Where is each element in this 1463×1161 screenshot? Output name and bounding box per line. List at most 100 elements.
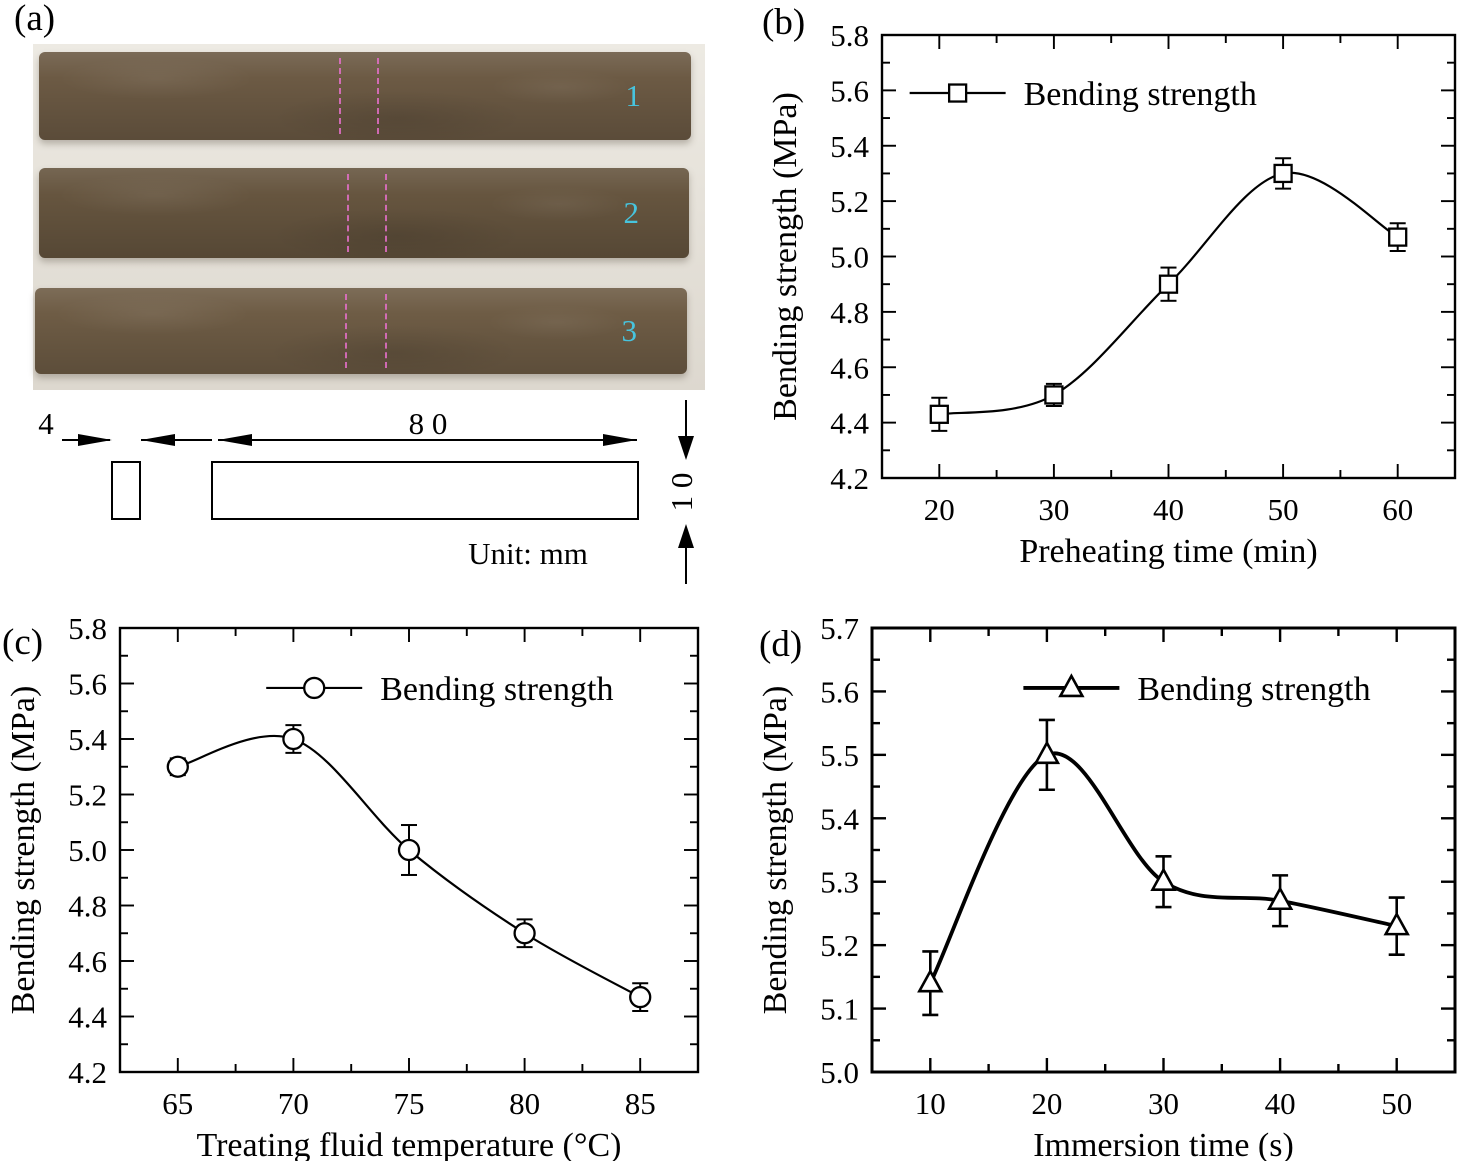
arrow-down-icon (678, 436, 694, 460)
y-tick-label: 5.0 (830, 240, 869, 275)
specimen-number-1: 1 (625, 78, 642, 113)
circle-marker (397, 838, 421, 862)
triangle-marker (1033, 740, 1061, 765)
dim-small-label: 4 (38, 406, 54, 441)
panel-a: (a) 1 2 3 4 (0, 0, 740, 598)
x-tick-label: 40 (1153, 492, 1184, 527)
y-tick-label: 4.6 (68, 944, 107, 979)
x-tick-label: 75 (394, 1086, 425, 1121)
arrow-right-icon (78, 434, 112, 446)
y-tick-label: 5.4 (68, 722, 107, 757)
x-tick-label: 65 (162, 1086, 193, 1121)
circle-marker (303, 676, 326, 700)
y-tick-label: 5.0 (68, 833, 107, 868)
dimension-drawing: 4 8 0 1 0 Unit: mm (38, 400, 699, 584)
legend-label: Bending strength (1024, 76, 1257, 113)
specimen-bar-2: 2 (39, 168, 689, 258)
triangle-marker (1058, 673, 1085, 698)
y-tick-label: 5.6 (820, 674, 859, 709)
y-tick-label: 4.2 (68, 1055, 107, 1090)
triangle-marker (1266, 886, 1294, 911)
specimen-number-3: 3 (621, 313, 638, 348)
x-axis-label: Treating fluid temperature (°C) (197, 1127, 622, 1161)
x-axis-label: Immersion time (s) (1033, 1127, 1294, 1161)
panel-label-d: (d) (759, 624, 803, 665)
chart-treating-fluid-temperature: 65 70 75 80 85 4.2 4.4 4.6 4.8 5.0 5.2 5.4 5.6 5.8 Tre… (5, 611, 700, 1161)
y-tick-label: 4.2 (830, 461, 869, 496)
cut-mark-icon (385, 294, 387, 368)
y-tick-label: 5.8 (68, 611, 107, 646)
specimen-bar-1: 1 (39, 52, 691, 140)
circle-marker (166, 755, 189, 778)
square-marker (1158, 274, 1179, 294)
arrow-right-icon (603, 434, 637, 446)
panel-b: (b) 20 30 40 50 60 4.2 4.4 4.6 4.8 5.0 5.2 5.4 5.6 5.… (755, 0, 1463, 598)
x-tick-label: 40 (1265, 1086, 1296, 1121)
cut-mark-icon (377, 58, 379, 134)
chart-immersion-time: 10 20 30 40 50 5.0 5.1 5.2 5.3 5.4 5.5 5.6 5.7 Immers… (757, 611, 1457, 1161)
y-axis-label: Bending strength (MPa) (757, 686, 794, 1015)
y-tick-label: 5.7 (820, 611, 859, 646)
square-marker (1273, 163, 1293, 184)
dim-height-label: 1 0 (664, 473, 699, 512)
y-tick-label: 5.8 (830, 18, 869, 53)
panel-d: (d) 10 20 30 40 50 5.0 5.1 5.2 5.3 5.4 5.5 5.6 5.7 Im… (755, 600, 1463, 1161)
y-tick-label: 4.4 (68, 1000, 107, 1035)
panel-label-b: (b) (762, 2, 806, 43)
x-tick-label: 30 (1038, 492, 1069, 527)
circle-marker (629, 985, 652, 1009)
cut-mark-icon (345, 294, 347, 368)
x-tick-label: 50 (1381, 1086, 1412, 1121)
square-marker (1044, 385, 1064, 405)
specimen-bar-3: 3 (35, 288, 687, 374)
y-tick-label: 4.6 (830, 350, 869, 385)
circle-marker (282, 727, 305, 751)
triangle-marker (917, 968, 944, 993)
dim-large-label: 8 0 (409, 406, 448, 441)
specimen-photo: 1 2 3 (33, 44, 705, 390)
square-marker (1388, 227, 1408, 247)
triangle-marker (1383, 911, 1410, 936)
x-tick-label: 70 (278, 1086, 309, 1121)
y-tick-label: 5.5 (820, 738, 859, 773)
y-tick-label: 5.0 (820, 1055, 859, 1090)
y-axis-label: Bending strength (MPa) (5, 686, 42, 1015)
square-marker (947, 83, 968, 103)
x-tick-label: 50 (1268, 492, 1299, 527)
specimen-number-2: 2 (623, 195, 640, 230)
legend-label: Bending strength (1137, 671, 1370, 708)
x-tick-label: 30 (1148, 1086, 1179, 1121)
circle-marker (513, 922, 536, 945)
x-tick-label: 85 (625, 1086, 656, 1121)
x-tick-label: 20 (1031, 1086, 1062, 1121)
large-section-outline (211, 461, 639, 520)
x-tick-label: 60 (1382, 492, 1413, 527)
y-tick-label: 4.8 (68, 889, 107, 924)
y-tick-label: 5.3 (820, 865, 859, 900)
x-tick-label: 10 (915, 1086, 946, 1121)
y-tick-label: 5.6 (830, 73, 869, 108)
panel-label-a: (a) (14, 0, 56, 39)
x-axis-label: Preheating time (min) (1019, 533, 1317, 570)
square-marker (929, 404, 949, 424)
data-curve (928, 751, 1398, 985)
y-tick-label: 5.4 (830, 129, 869, 164)
y-tick-label: 4.8 (830, 295, 869, 330)
unit-label: Unit: mm (468, 536, 588, 571)
chart-preheating-time: 20 30 40 50 60 4.2 4.4 4.6 4.8 5.0 5.2 5.4 5.6 5.8 Pre… (767, 18, 1457, 570)
cut-mark-icon (339, 58, 341, 134)
triangle-marker (1150, 867, 1177, 892)
panel-label-c: (c) (2, 622, 44, 663)
cut-mark-icon (347, 174, 349, 252)
y-tick-label: 5.2 (830, 184, 869, 219)
y-tick-label: 5.1 (820, 992, 859, 1027)
y-tick-label: 4.4 (830, 406, 869, 441)
y-tick-label: 5.6 (68, 667, 107, 702)
x-tick-label: 80 (509, 1086, 540, 1121)
legend-label: Bending strength (380, 671, 613, 708)
cut-mark-icon (385, 174, 387, 252)
y-tick-label: 5.2 (820, 928, 859, 963)
y-axis-label: Bending strength (MPa) (767, 92, 804, 421)
y-tick-label: 5.4 (820, 801, 859, 836)
